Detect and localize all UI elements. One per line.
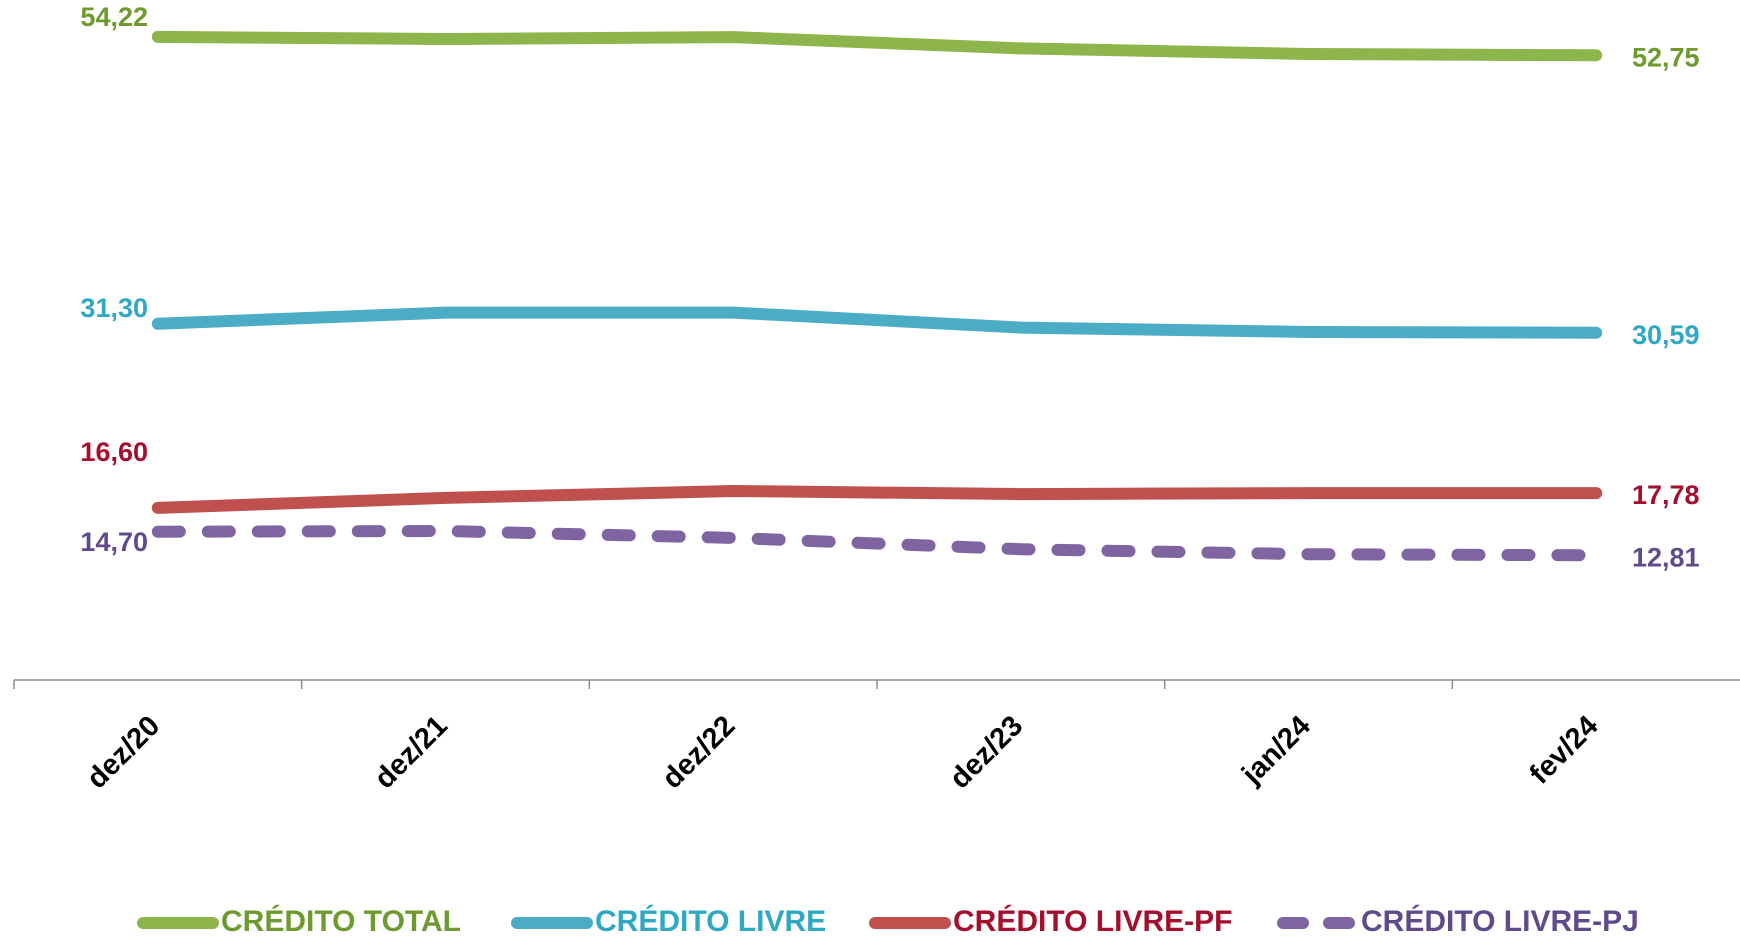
x-tick-label: dez/21 — [369, 710, 454, 795]
x-axis: dez/20 dez/21 dez/22 dez/23 jan/24 fev/24 — [13, 679, 1740, 795]
data-labels: 54,22 52,75 31,30 30,59 16,60 17,78 14,70 12,81 — [80, 2, 1699, 572]
legend: CRÉDITO TOTAL CRÉDITO LIVRE CRÉDITO LIVRE-… — [137, 904, 1639, 938]
legend-label: CRÉDITO LIVRE — [595, 904, 826, 937]
series-line-3 — [151, 485, 1603, 514]
end-data-label: 30,59 — [1632, 320, 1700, 350]
x-tick-label: dez/22 — [656, 710, 741, 795]
series-line-1 — [151, 30, 1603, 62]
legend-label: CRÉDITO TOTAL — [221, 904, 461, 937]
legend-label: CRÉDITO LIVRE-PJ — [1361, 904, 1639, 937]
start-data-label: 16,60 — [80, 437, 148, 467]
series-lines — [151, 30, 1603, 562]
start-data-label: 31,30 — [80, 293, 148, 323]
start-data-label: 14,70 — [80, 527, 148, 557]
x-tick-label: dez/20 — [81, 710, 166, 795]
legend-label: CRÉDITO LIVRE-PF — [953, 904, 1232, 937]
end-data-label: 17,78 — [1632, 480, 1700, 510]
end-data-label: 52,75 — [1632, 42, 1700, 72]
series-line-2 — [151, 306, 1603, 339]
end-data-label: 12,81 — [1632, 542, 1700, 572]
x-tick-label: fev/24 — [1524, 710, 1605, 791]
x-tick-label: jan/24 — [1235, 710, 1316, 791]
series-line-4 — [151, 525, 1603, 562]
start-data-label: 54,22 — [80, 2, 148, 32]
x-tick-label: dez/23 — [944, 710, 1029, 795]
